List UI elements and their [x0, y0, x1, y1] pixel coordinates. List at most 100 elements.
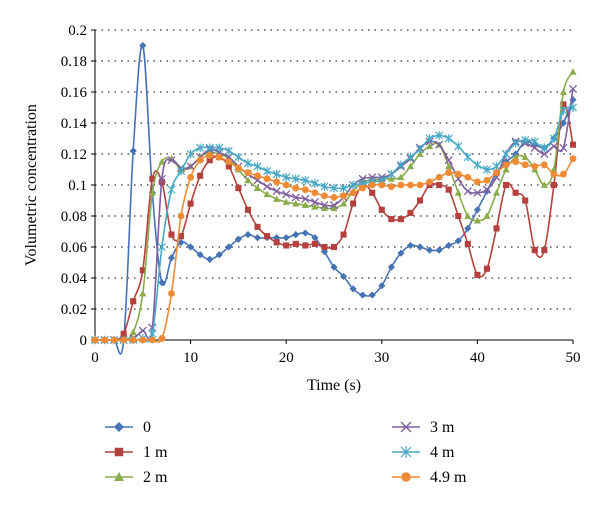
x-tick-labels: 0 10 20 30 40 50	[91, 340, 581, 366]
legend-marker	[401, 472, 411, 482]
data-point	[186, 162, 195, 171]
data-point	[197, 172, 204, 179]
data-point	[167, 185, 176, 194]
y-axis-title: Volumetric concentration	[23, 104, 40, 266]
data-point	[378, 206, 385, 213]
data-point	[502, 165, 510, 173]
legend-item: 3 m	[392, 419, 455, 436]
data-point	[224, 146, 233, 156]
data-point	[416, 181, 424, 189]
data-point	[464, 240, 471, 247]
marker-stroke	[291, 193, 300, 202]
data-point	[110, 336, 118, 344]
data-point	[264, 233, 271, 240]
data-point	[129, 328, 137, 336]
data-point	[310, 179, 319, 188]
data-point	[244, 231, 252, 239]
data-point	[139, 41, 147, 50]
legend-label: 4.9 m	[430, 469, 467, 486]
data-point	[512, 153, 520, 160]
legend-item: 1 m	[105, 444, 168, 461]
data-point	[435, 173, 443, 181]
data-point	[282, 181, 290, 189]
data-point	[541, 247, 548, 254]
data-point	[311, 234, 319, 242]
data-point	[502, 149, 511, 159]
data-point	[550, 181, 557, 189]
data-point	[569, 141, 577, 148]
data-point	[330, 263, 338, 271]
data-point	[187, 173, 195, 181]
marker-stroke	[167, 156, 176, 165]
data-point	[273, 178, 281, 186]
data-point	[350, 200, 357, 207]
data-point	[91, 336, 99, 344]
data-point	[187, 200, 194, 207]
data-point	[329, 201, 339, 210]
marker-stroke	[263, 182, 272, 191]
data-point	[301, 201, 309, 209]
data-point	[474, 271, 481, 278]
data-point	[522, 197, 529, 204]
data-point	[569, 96, 577, 104]
data-point	[503, 181, 510, 189]
marker-stroke	[282, 190, 291, 199]
data-point	[426, 178, 434, 186]
data-point	[454, 189, 462, 196]
data-point	[206, 255, 214, 263]
data-point	[330, 204, 338, 212]
data-point	[436, 181, 443, 189]
data-point	[120, 336, 128, 344]
y-tick-label: 0.02	[61, 302, 87, 318]
x-tick-label: 0	[91, 350, 99, 366]
marker-stroke	[530, 143, 539, 152]
data-point	[416, 243, 424, 251]
data-point	[492, 189, 501, 196]
marker-stroke	[329, 201, 339, 210]
data-point	[530, 143, 539, 152]
data-point	[292, 231, 300, 239]
data-point	[540, 149, 549, 159]
data-point	[406, 152, 415, 162]
data-point	[234, 152, 243, 162]
data-point	[283, 242, 290, 249]
data-point	[186, 149, 195, 159]
data-point	[129, 336, 137, 344]
marker-stroke	[272, 187, 281, 196]
data-point	[349, 285, 357, 293]
x-tick-label: 40	[470, 350, 485, 366]
x-axis-title: Time (s)	[307, 377, 361, 394]
marker-stroke	[549, 142, 558, 151]
data-point	[320, 201, 329, 210]
data-point	[483, 187, 491, 195]
data-point	[502, 161, 510, 169]
legend-label: 4 m	[430, 444, 455, 461]
data-point	[139, 336, 147, 344]
data-point	[129, 147, 137, 155]
data-point	[560, 170, 567, 178]
data-point	[302, 242, 309, 249]
data-point	[253, 234, 262, 242]
legend-marker	[400, 446, 412, 458]
data-point	[320, 182, 329, 191]
data-point	[397, 173, 405, 181]
data-point	[158, 158, 166, 165]
legend-marker	[400, 421, 412, 433]
data-point	[454, 237, 462, 245]
data-point	[531, 247, 538, 254]
data-point	[378, 181, 386, 189]
data-point	[196, 156, 204, 164]
data-point	[435, 246, 443, 254]
data-point	[396, 160, 405, 170]
data-point	[569, 155, 577, 163]
data-point	[406, 162, 415, 170]
data-point	[512, 158, 520, 166]
data-point	[388, 216, 395, 223]
data-point	[148, 336, 156, 344]
marker-stroke	[157, 174, 166, 183]
data-point	[482, 165, 491, 174]
y-tick-label: 0.06	[61, 240, 88, 256]
data-point	[234, 164, 242, 172]
data-point	[531, 162, 539, 170]
